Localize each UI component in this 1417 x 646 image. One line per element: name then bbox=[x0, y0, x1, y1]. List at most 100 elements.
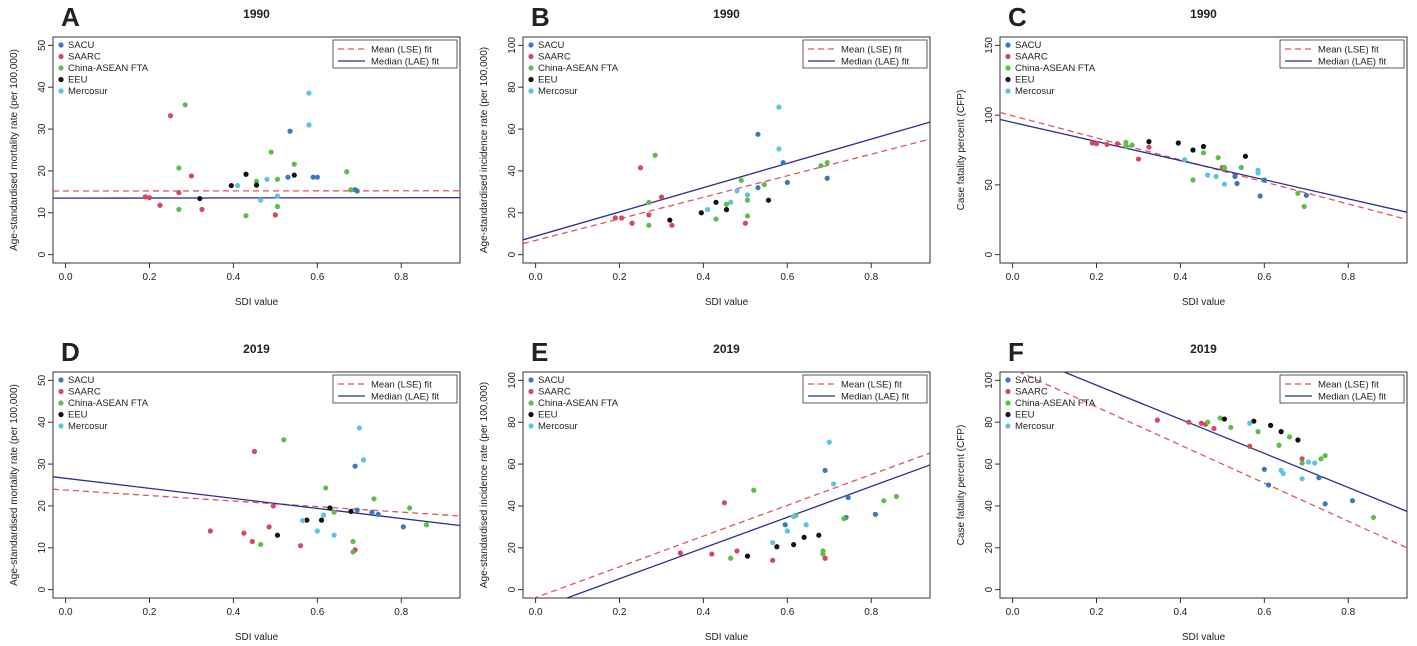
legend-mean-fit-label: Mean (LSE) fit bbox=[1318, 380, 1379, 391]
x-tick-label: 0.2 bbox=[143, 607, 157, 618]
legend-mean-fit-label: Mean (LSE) fit bbox=[1318, 45, 1379, 56]
legend-label-saarc: SAARC bbox=[1015, 387, 1048, 398]
point-mercosur bbox=[1299, 476, 1305, 482]
x-tick-label: 0.6 bbox=[310, 272, 324, 283]
legend-marker-saarc bbox=[528, 53, 534, 60]
point-eeu bbox=[291, 172, 297, 178]
panel-title: 1990 bbox=[713, 7, 740, 21]
point-sacu bbox=[780, 159, 786, 166]
point-china-asean-fta bbox=[407, 505, 413, 511]
y-tick-label: 0 bbox=[37, 251, 48, 257]
point-eeu bbox=[774, 544, 780, 550]
legend-mean-fit-label: Mean (LSE) fit bbox=[371, 380, 432, 391]
y-tick-label: 0 bbox=[37, 586, 48, 592]
data-points bbox=[1154, 415, 1377, 521]
y-axis-label: Age-standardised mortality rate (per 100… bbox=[9, 49, 20, 251]
point-mercosur bbox=[728, 199, 734, 205]
legend-label-sacu: SACU bbox=[1015, 40, 1042, 51]
point-saarc bbox=[1089, 140, 1095, 146]
point-china-asean-fta bbox=[1129, 142, 1135, 148]
y-tick-label: 40 bbox=[507, 500, 518, 512]
legend-label-eeu: EEU bbox=[68, 410, 88, 421]
point-china-asean-fta bbox=[423, 522, 430, 528]
legend-marker-mercosur bbox=[528, 88, 534, 94]
legend-label-eeu: EEU bbox=[1015, 75, 1035, 86]
y-tick-label: 10 bbox=[37, 542, 48, 554]
point-china-asean-fta bbox=[371, 496, 377, 502]
point-saarc bbox=[734, 548, 740, 554]
point-china-asean-fta bbox=[291, 161, 297, 167]
point-china-asean-fta bbox=[728, 555, 734, 561]
panel-title: 1990 bbox=[1190, 7, 1217, 21]
y-tick-label: 40 bbox=[507, 165, 518, 177]
panel-b: B 1990 0.0 0.2 0.4 0.6 0.8 0 20 40 60 80 100 SDI valu… bbox=[479, 2, 931, 308]
point-sacu bbox=[310, 174, 316, 180]
point-sacu bbox=[822, 467, 828, 473]
point-eeu bbox=[243, 171, 249, 177]
legend-marker-sacu bbox=[58, 377, 64, 383]
point-mercosur bbox=[1312, 460, 1318, 466]
point-china-asean-fta bbox=[893, 493, 900, 500]
point-sacu bbox=[1234, 180, 1240, 187]
point-china-asean-fta bbox=[761, 181, 767, 188]
fit-lines bbox=[1000, 111, 1407, 221]
point-china-asean-fta bbox=[1217, 415, 1223, 421]
legend-label-china-asean-fta: China-ASEAN FTA bbox=[1015, 63, 1096, 74]
legend-marker-saarc bbox=[1005, 53, 1011, 60]
point-china-asean-fta bbox=[1228, 424, 1234, 431]
point-mercosur bbox=[235, 182, 241, 189]
legend-marker-sacu bbox=[1005, 42, 1011, 48]
y-tick-label: 30 bbox=[37, 123, 48, 135]
data-points bbox=[1089, 139, 1309, 210]
y-tick-label: 100 bbox=[507, 37, 518, 54]
panel-letter: E bbox=[531, 337, 548, 367]
panel-title: 2019 bbox=[713, 342, 740, 356]
legend-label-sacu: SACU bbox=[1015, 375, 1042, 386]
point-sacu bbox=[782, 522, 788, 528]
point-eeu bbox=[327, 505, 333, 511]
point-eeu bbox=[744, 553, 751, 559]
y-tick-label: 60 bbox=[507, 123, 518, 135]
legend-marker-eeu bbox=[58, 411, 64, 418]
point-eeu bbox=[1295, 437, 1301, 443]
y-axis-label: Age-standardised incidence rate (per 100… bbox=[479, 382, 490, 588]
point-china-asean-fta bbox=[1301, 203, 1307, 210]
legend-median-fit-label: Median (LAE) fit bbox=[841, 57, 909, 68]
point-china-asean-fta bbox=[723, 201, 730, 208]
legend-label-sacu: SACU bbox=[538, 375, 565, 386]
median-fit-line bbox=[53, 476, 460, 527]
legend-marker-saarc bbox=[1005, 388, 1011, 395]
legend-marker-china-asean-fta bbox=[528, 400, 534, 406]
panel-letter: F bbox=[1008, 337, 1024, 367]
point-sacu bbox=[784, 179, 790, 186]
x-tick-label: 0.0 bbox=[1006, 607, 1020, 618]
point-mercosur bbox=[306, 122, 312, 128]
x-tick-label: 0.6 bbox=[780, 607, 794, 618]
fit-legend-box bbox=[332, 374, 458, 404]
legend-mean-fit-label: Mean (LSE) fit bbox=[841, 45, 902, 56]
plot-frame bbox=[999, 371, 1408, 599]
point-china-asean-fta bbox=[1318, 456, 1324, 462]
legend-marker-eeu bbox=[1005, 76, 1011, 83]
point-saarc bbox=[637, 165, 644, 171]
point-mercosur bbox=[258, 197, 264, 203]
point-china-asean-fta bbox=[881, 498, 887, 504]
point-saarc bbox=[157, 202, 163, 208]
legend-label-eeu: EEU bbox=[538, 410, 558, 421]
point-eeu bbox=[1268, 422, 1274, 428]
point-china-asean-fta bbox=[824, 159, 830, 166]
legend-label-saarc: SAARC bbox=[538, 387, 571, 398]
point-eeu bbox=[801, 534, 807, 540]
point-mercosur bbox=[776, 104, 782, 110]
point-mercosur bbox=[1305, 459, 1311, 465]
mean-fit-line bbox=[523, 138, 930, 245]
legend-label-saarc: SAARC bbox=[1015, 52, 1048, 63]
y-tick-label: 10 bbox=[37, 207, 48, 219]
point-mercosur bbox=[770, 539, 776, 546]
point-sacu bbox=[1257, 193, 1263, 199]
y-tick-label: 40 bbox=[37, 416, 48, 428]
mean-fit-line bbox=[53, 488, 460, 517]
point-saarc bbox=[1146, 144, 1152, 150]
legend-label-mercosur: Mercosur bbox=[68, 86, 108, 97]
